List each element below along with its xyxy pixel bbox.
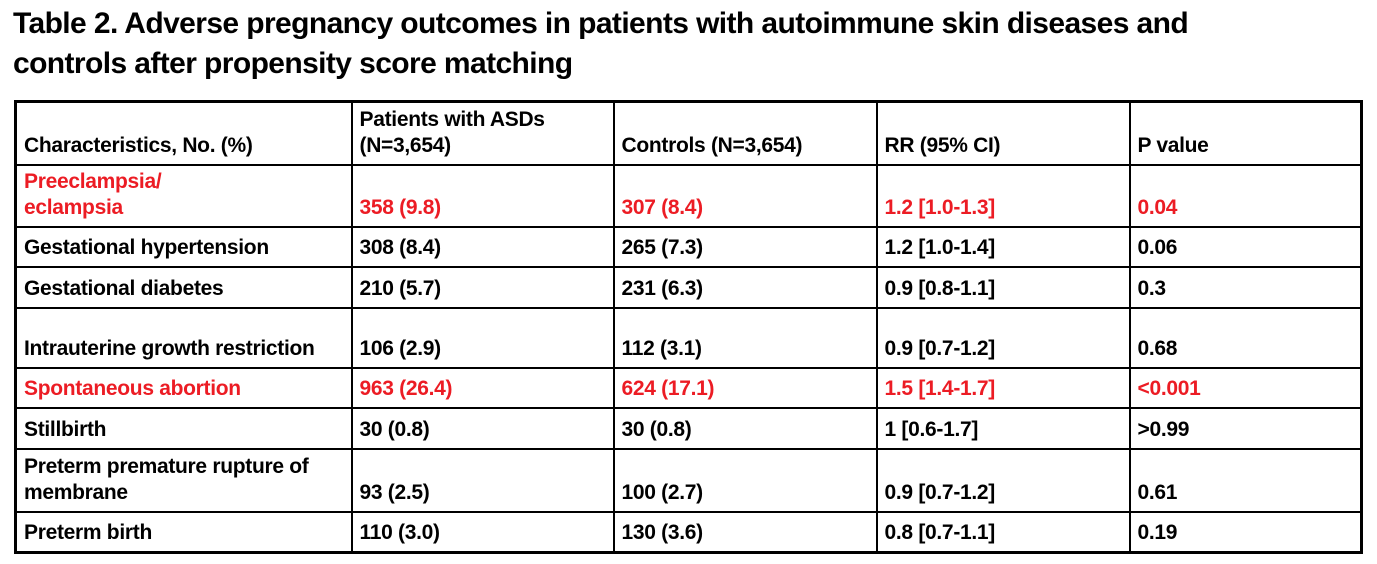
col-header-pvalue: P value — [1128, 100, 1363, 166]
cell-asd-value: 210 (5.7) — [350, 265, 615, 309]
cell-p-value: 0.06 — [1128, 225, 1363, 268]
table-row: Intrauterine growth restriction 106 (2.9… — [14, 306, 1363, 369]
table-row: Gestational diabetes 210 (5.7) 231 (6.3)… — [14, 265, 1363, 309]
cell-rr-value: 1 [0.6-1.7] — [875, 406, 1131, 450]
cell-rr-value: 1.2 [1.0-1.3] — [875, 163, 1131, 228]
cell-p-value: >0.99 — [1128, 406, 1363, 450]
cell-controls-value: 307 (8.4) — [612, 163, 878, 228]
cell-p-value: <0.001 — [1128, 366, 1363, 409]
cell-characteristic: Preterm birth — [14, 510, 353, 554]
table-row: Preterm birth 110 (3.0) 130 (3.6) 0.8 [0… — [14, 510, 1363, 554]
cell-characteristic: Preterm premature rupture of membrane — [14, 447, 353, 513]
cell-rr-value: 0.9 [0.8-1.1] — [875, 265, 1131, 309]
table-row: Preterm premature rupture of membrane 93… — [14, 447, 1363, 513]
cell-controls-value: 130 (3.6) — [612, 510, 878, 554]
cell-p-value: 0.61 — [1128, 447, 1363, 513]
cell-controls-value: 624 (17.1) — [612, 366, 878, 409]
cell-asd-value: 106 (2.9) — [350, 306, 615, 369]
cell-controls-value: 231 (6.3) — [612, 265, 878, 309]
cell-rr-value: 0.9 [0.7-1.2] — [875, 306, 1131, 369]
cell-controls-value: 265 (7.3) — [612, 225, 878, 268]
cell-p-value: 0.3 — [1128, 265, 1363, 309]
cell-characteristic: Preeclampsia/ eclampsia — [14, 163, 353, 228]
cell-characteristic: Spontaneous abortion — [14, 366, 353, 409]
cell-rr-value: 0.8 [0.7-1.1] — [875, 510, 1131, 554]
cell-asd-value: 963 (26.4) — [350, 366, 615, 409]
cell-rr-value: 1.5 [1.4-1.7] — [875, 366, 1131, 409]
table-row: Stillbirth 30 (0.8) 30 (0.8) 1 [0.6-1.7]… — [14, 406, 1363, 450]
table-title: Table 2. Adverse pregnancy outcomes in p… — [13, 7, 1189, 80]
cell-controls-value: 100 (2.7) — [612, 447, 878, 513]
cell-asd-value: 30 (0.8) — [350, 406, 615, 450]
cell-characteristic: Gestational hypertension — [14, 225, 353, 268]
cell-asd-value: 308 (8.4) — [350, 225, 615, 268]
cell-controls-value: 30 (0.8) — [612, 406, 878, 450]
cell-characteristic: Gestational diabetes — [14, 265, 353, 309]
cell-asd-value: 358 (9.8) — [350, 163, 615, 228]
cell-asd-value: 110 (3.0) — [350, 510, 615, 554]
cell-characteristic: Stillbirth — [14, 406, 353, 450]
col-header-rr: RR (95% CI) — [875, 100, 1131, 166]
cell-rr-value: 1.2 [1.0-1.4] — [875, 225, 1131, 268]
table-row: Preeclampsia/ eclampsia 358 (9.8) 307 (8… — [14, 163, 1363, 228]
col-header-asd-patients: Patients with ASDs (N=3,654) — [350, 100, 615, 166]
cell-p-value: 0.68 — [1128, 306, 1363, 369]
table-row: Gestational hypertension 308 (8.4) 265 (… — [14, 225, 1363, 268]
col-header-characteristics: Characteristics, No. (%) — [14, 100, 353, 166]
cell-p-value: 0.19 — [1128, 510, 1363, 554]
cell-rr-value: 0.9 [0.7-1.2] — [875, 447, 1131, 513]
cell-characteristic: Intrauterine growth restriction — [14, 306, 353, 369]
header-row: Characteristics, No. (%) Patients with A… — [14, 100, 1363, 166]
col-header-controls: Controls (N=3,654) — [612, 100, 878, 166]
table-row: Spontaneous abortion 963 (26.4) 624 (17.… — [14, 366, 1363, 409]
cell-asd-value: 93 (2.5) — [350, 447, 615, 513]
cell-p-value: 0.04 — [1128, 163, 1363, 228]
cell-controls-value: 112 (3.1) — [612, 306, 878, 369]
outcomes-table: Characteristics, No. (%) Patients with A… — [14, 100, 1363, 554]
